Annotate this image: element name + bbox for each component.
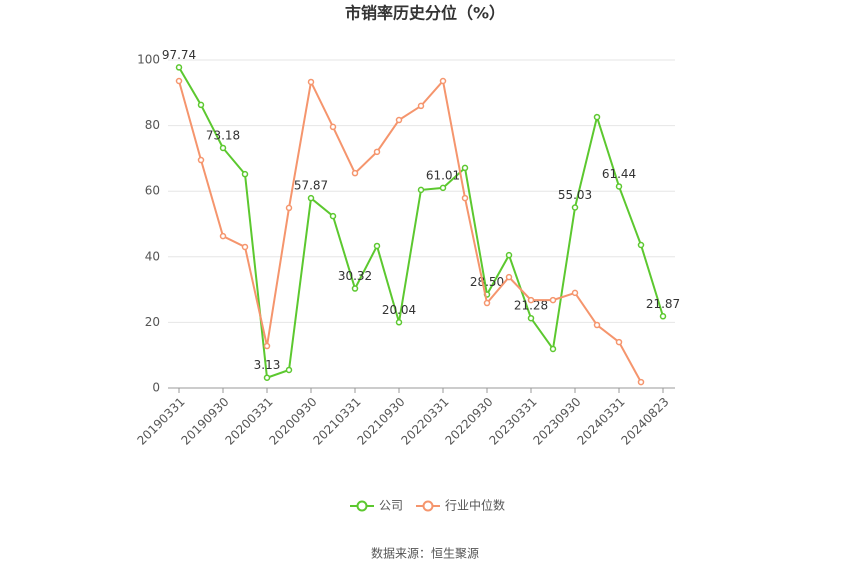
data-label: 73.18 [206, 128, 240, 142]
data-point [549, 345, 557, 353]
data-point [527, 296, 535, 304]
data-point [373, 242, 381, 250]
data-point [571, 289, 579, 297]
data-label: 21.87 [646, 297, 680, 311]
data-point [461, 164, 469, 172]
y-tick-label: 40 [145, 249, 160, 263]
chart-title: 市销率历史分位（%） [345, 4, 505, 23]
legend-label: 公司 [379, 499, 403, 513]
data-point [373, 148, 381, 156]
data-point [175, 64, 183, 71]
series-line [178, 66, 664, 380]
data-point [439, 184, 447, 192]
source-note: 数据来源：恒生聚源 [371, 546, 479, 561]
data-label: 28.50 [470, 275, 504, 289]
data-point [241, 243, 249, 251]
data-point [417, 186, 425, 194]
data-label: 3.13 [254, 358, 281, 372]
data-point [263, 374, 271, 381]
data-label: 30.32 [338, 269, 372, 283]
data-point [483, 299, 491, 307]
legend-label: 行业中位数 [445, 498, 505, 513]
data-label: 21.28 [514, 299, 548, 313]
data-point [659, 313, 667, 320]
legend-marker [422, 500, 434, 512]
data-point [615, 183, 623, 190]
y-tick-label: 80 [145, 118, 160, 132]
data-label: 20.04 [382, 303, 416, 317]
data-point [417, 102, 425, 110]
data-point [461, 194, 469, 202]
data-point [527, 314, 535, 322]
data-point [307, 78, 315, 86]
data-point [197, 101, 205, 109]
y-tick-label: 0 [152, 381, 160, 395]
data-point [549, 296, 557, 304]
data-point [241, 170, 249, 178]
data-point [175, 77, 183, 85]
x-tick-label: 20240823 [619, 395, 672, 448]
series-line [178, 78, 642, 383]
y-tick-label: 100 [137, 53, 160, 67]
data-point [329, 123, 337, 131]
y-tick-label: 60 [145, 184, 160, 198]
data-point [637, 241, 645, 249]
data-point [329, 212, 337, 220]
data-point [263, 342, 271, 350]
data-point [505, 251, 513, 259]
data-point [637, 378, 645, 386]
data-point [285, 366, 293, 374]
data-label: 97.74 [162, 48, 196, 62]
data-point [351, 169, 359, 177]
data-point [571, 204, 579, 211]
data-point [307, 194, 315, 202]
legend-marker [356, 500, 368, 512]
data-label: 61.44 [602, 167, 636, 181]
data-point [439, 77, 447, 85]
data-point [351, 285, 359, 292]
data-point [593, 321, 601, 329]
data-point [615, 338, 623, 346]
data-label: 57.87 [294, 179, 328, 193]
data-point [285, 204, 293, 212]
data-point [219, 144, 227, 152]
data-label: 55.03 [558, 188, 592, 202]
y-tick-label: 20 [145, 315, 160, 329]
data-label: 61.01 [426, 168, 460, 182]
data-point [219, 232, 227, 240]
data-point [593, 113, 601, 121]
data-point [395, 116, 403, 124]
data-point [505, 273, 513, 281]
data-point [395, 319, 403, 326]
data-point [197, 156, 205, 164]
